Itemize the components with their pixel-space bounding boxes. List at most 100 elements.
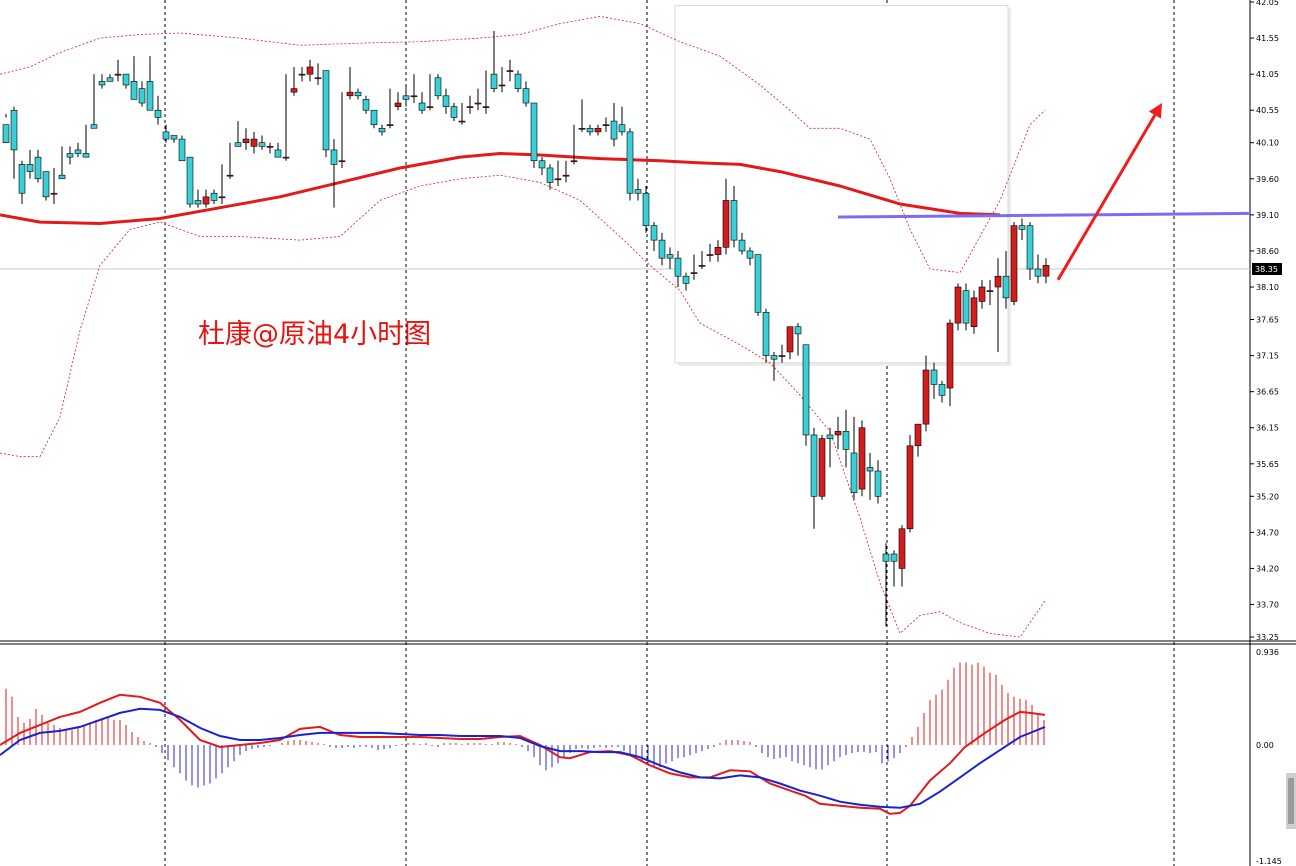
candle-body-bull xyxy=(298,73,306,76)
candle xyxy=(506,59,514,82)
candle xyxy=(362,95,370,114)
candle-body-bull xyxy=(1010,225,1018,302)
candle-body-bear xyxy=(90,124,98,129)
candle-body-bear xyxy=(186,156,194,205)
candle-body-bull xyxy=(394,102,402,107)
candle-body-bear xyxy=(194,200,202,205)
candle-body-bull xyxy=(282,156,290,159)
candle xyxy=(50,167,58,205)
candle xyxy=(154,95,162,125)
candle xyxy=(314,63,322,85)
candle xyxy=(634,178,642,201)
candle-body-bull xyxy=(778,355,786,357)
candle xyxy=(354,88,362,100)
candle xyxy=(274,142,282,158)
candle xyxy=(762,308,770,363)
candle-body-bull xyxy=(906,445,914,530)
candle xyxy=(546,164,554,190)
candle xyxy=(1018,218,1026,241)
candle-body-bear xyxy=(738,239,746,252)
candle xyxy=(130,56,138,100)
candle xyxy=(946,319,954,407)
candle xyxy=(986,279,994,306)
candle-body-bear xyxy=(418,102,426,111)
candle-body-bear xyxy=(378,127,386,133)
candle-body-bear xyxy=(842,431,850,450)
candle-body-bull xyxy=(594,127,602,133)
candle xyxy=(1034,254,1042,284)
candle xyxy=(418,92,426,114)
candle-body-bear xyxy=(522,88,530,104)
candle-body-bear xyxy=(618,124,626,133)
candle-body-bear xyxy=(58,174,66,180)
candle xyxy=(1010,222,1018,306)
macd-layer xyxy=(0,662,1046,815)
candle-body-bear xyxy=(26,164,34,172)
candle-body-bull xyxy=(386,124,394,126)
resistance-line xyxy=(837,211,1251,219)
candle xyxy=(722,178,730,255)
candle xyxy=(282,74,290,161)
candle-body-bear xyxy=(490,73,498,89)
macd-signal-line xyxy=(0,707,1046,809)
candle xyxy=(226,142,234,179)
candle xyxy=(434,74,442,100)
macd-tick-label: -1.145 xyxy=(1256,857,1282,866)
candle xyxy=(794,323,802,356)
candle-body-bear xyxy=(74,149,82,154)
candle xyxy=(930,362,938,399)
candle xyxy=(210,189,218,205)
candle-body-bear xyxy=(826,434,834,439)
candle xyxy=(754,254,762,316)
candle-body-bear xyxy=(322,70,330,151)
candle xyxy=(786,326,794,360)
candle-body-bull xyxy=(898,528,906,569)
candle-body-bear xyxy=(106,77,114,82)
price-tick-label: 41.55 xyxy=(1256,34,1279,43)
candle xyxy=(370,109,378,129)
candle-body-bear xyxy=(810,434,818,497)
candle-body-bull xyxy=(474,102,482,105)
candle xyxy=(458,103,466,125)
candle-body-bear xyxy=(626,131,634,194)
candle xyxy=(658,232,666,266)
candle-body-bull xyxy=(986,290,994,292)
candle-body-bear xyxy=(794,326,802,335)
candle-body-bull xyxy=(858,427,866,490)
price-tick-label: 35.20 xyxy=(1256,492,1279,501)
candle xyxy=(970,290,978,334)
candle-body-bear xyxy=(42,171,50,198)
candle-body-bear xyxy=(962,290,970,324)
chart-annotation: 杜康@原油4小时图 xyxy=(198,319,431,350)
candle xyxy=(410,74,418,104)
candle xyxy=(18,160,26,205)
candle-body-bear xyxy=(658,239,666,259)
candle-body-bear xyxy=(330,149,338,165)
candle-body-bear xyxy=(666,254,674,259)
candle xyxy=(114,59,122,82)
candle xyxy=(698,250,706,269)
candle-body-bull xyxy=(978,286,986,302)
candle-body-bear xyxy=(610,120,618,140)
candle-body-bull xyxy=(290,88,298,93)
candle-body-bear xyxy=(650,225,658,241)
candle xyxy=(34,149,42,183)
macd-tick-label: 0.00 xyxy=(1256,741,1274,750)
candle-body-bear xyxy=(930,369,938,385)
price-tick-label: 38.10 xyxy=(1256,283,1279,292)
candle xyxy=(490,30,498,93)
candle-body-bear xyxy=(146,81,154,111)
candle-body-bear xyxy=(442,95,450,107)
candle xyxy=(578,99,586,132)
candle xyxy=(90,74,98,129)
candle-body-bear xyxy=(162,131,170,140)
candle-body-bear xyxy=(1002,275,1010,299)
overlay-layer xyxy=(837,103,1251,281)
candle xyxy=(26,149,34,179)
candle-body-bear xyxy=(770,355,778,360)
candle xyxy=(138,81,146,107)
candle-body-bull xyxy=(346,91,354,97)
candle xyxy=(706,243,714,262)
